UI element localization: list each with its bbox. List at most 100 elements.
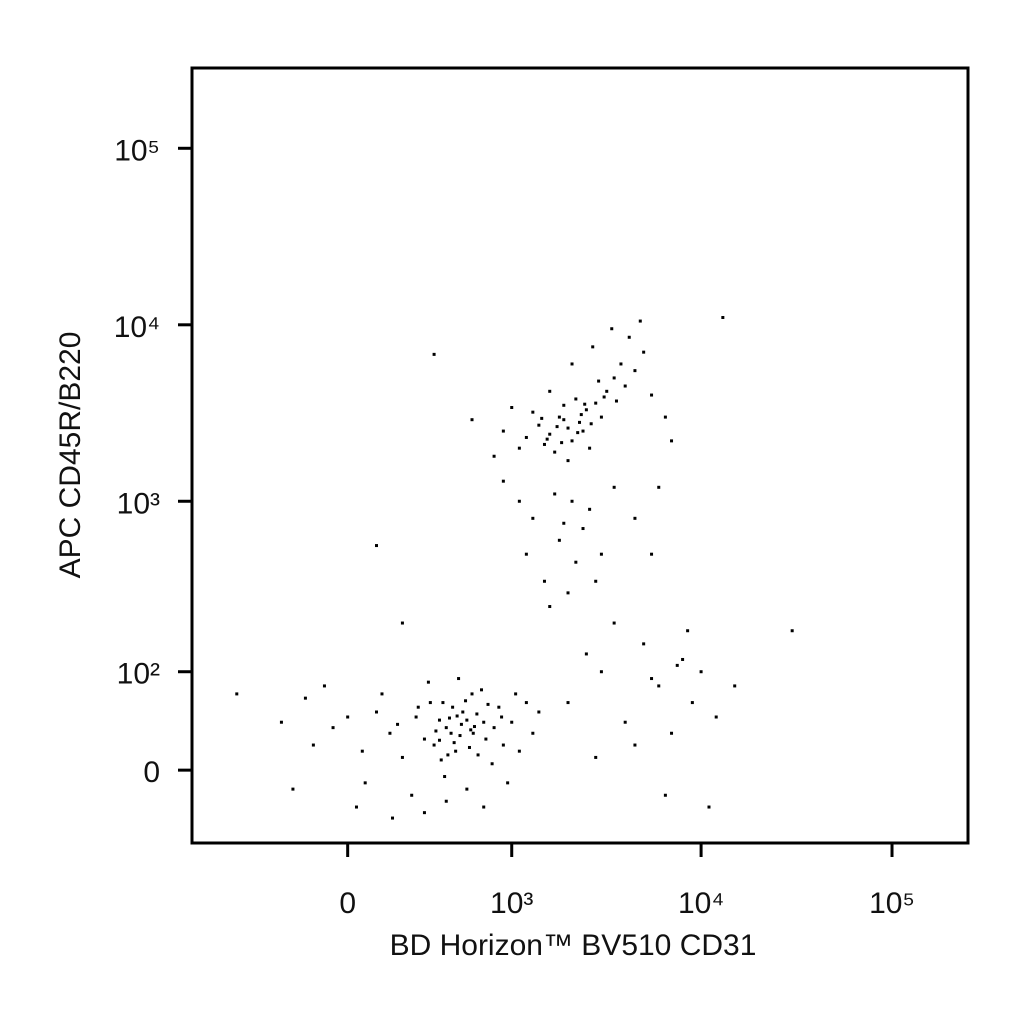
dot: [480, 688, 484, 692]
dot: [548, 432, 552, 436]
dot: [579, 413, 583, 417]
dot: [517, 749, 521, 753]
dot: [291, 787, 295, 791]
dot: [311, 743, 315, 747]
dot: [531, 410, 535, 414]
dot: [584, 408, 588, 412]
dot: [733, 684, 737, 688]
dot: [650, 677, 654, 681]
dot: [437, 718, 441, 722]
dot: [583, 402, 587, 406]
dot: [612, 621, 616, 625]
dot: [500, 715, 504, 719]
dot: [623, 720, 627, 724]
dot: [452, 741, 456, 745]
dot: [578, 420, 582, 424]
dot: [612, 485, 616, 489]
dot: [570, 439, 574, 443]
dot: [465, 787, 469, 791]
dot: [531, 731, 535, 735]
dot: [447, 716, 451, 720]
dot: [588, 446, 592, 450]
dot: [707, 805, 711, 809]
dot: [650, 552, 654, 556]
dot: [331, 726, 335, 730]
dot: [584, 652, 588, 656]
dot: [594, 579, 598, 583]
dot: [562, 418, 566, 422]
dot: [426, 680, 430, 684]
dot: [501, 429, 505, 433]
dot: [542, 442, 546, 446]
dot: [391, 816, 395, 820]
dot: [599, 552, 603, 556]
dot: [638, 319, 642, 323]
dot: [574, 560, 578, 564]
dot: [501, 479, 505, 483]
dot: [557, 538, 561, 542]
dot: [492, 726, 496, 730]
dot: [790, 629, 794, 633]
dot: [446, 753, 450, 757]
dot: [548, 389, 552, 393]
dot: [566, 591, 570, 595]
dot: [444, 799, 448, 803]
dot: [599, 670, 603, 674]
y-tick-label: 10⁵: [114, 134, 160, 167]
dot: [570, 362, 574, 366]
dot: [633, 743, 637, 747]
dot: [437, 738, 441, 742]
dot: [506, 781, 510, 785]
dot: [594, 401, 598, 405]
dot: [470, 418, 474, 422]
dot: [623, 384, 627, 388]
x-tick-label: 10⁴: [678, 887, 724, 920]
dot: [346, 715, 350, 719]
dot: [396, 722, 400, 726]
dot: [422, 811, 426, 815]
dot: [721, 316, 725, 320]
dot: [612, 376, 616, 380]
dot: [591, 345, 595, 349]
dot: [471, 731, 475, 735]
dot: [540, 416, 544, 420]
x-tick-label: 10³: [490, 887, 533, 920]
dot: [553, 492, 557, 496]
dot: [619, 362, 623, 366]
dot: [537, 423, 541, 427]
dot: [476, 753, 480, 757]
dot: [510, 406, 514, 410]
dot: [235, 692, 239, 696]
dot: [633, 516, 637, 520]
dot: [410, 793, 414, 797]
dot: [422, 737, 426, 741]
dot: [562, 403, 566, 407]
y-tick-label: 10²: [117, 658, 160, 691]
dot: [545, 437, 549, 441]
dot: [588, 507, 592, 511]
dot: [510, 720, 514, 724]
dot: [400, 755, 404, 759]
dot: [670, 731, 674, 735]
dot: [455, 714, 459, 718]
dot: [454, 749, 458, 753]
dot: [542, 579, 546, 583]
dot: [597, 379, 601, 383]
dot: [524, 701, 528, 705]
dot: [553, 450, 557, 454]
dot: [501, 743, 505, 747]
dot: [465, 718, 469, 722]
dot: [650, 393, 654, 397]
dot: [470, 692, 474, 696]
dot: [375, 544, 379, 548]
x-axis-title: BD Horizon™ BV510 CD31: [390, 929, 757, 962]
dot: [514, 692, 518, 696]
dot: [380, 692, 384, 696]
dot: [517, 446, 521, 450]
dot: [681, 657, 685, 661]
plot-frame: [190, 66, 970, 845]
dot: [714, 715, 718, 719]
dot: [428, 701, 432, 705]
dot: [566, 426, 570, 430]
